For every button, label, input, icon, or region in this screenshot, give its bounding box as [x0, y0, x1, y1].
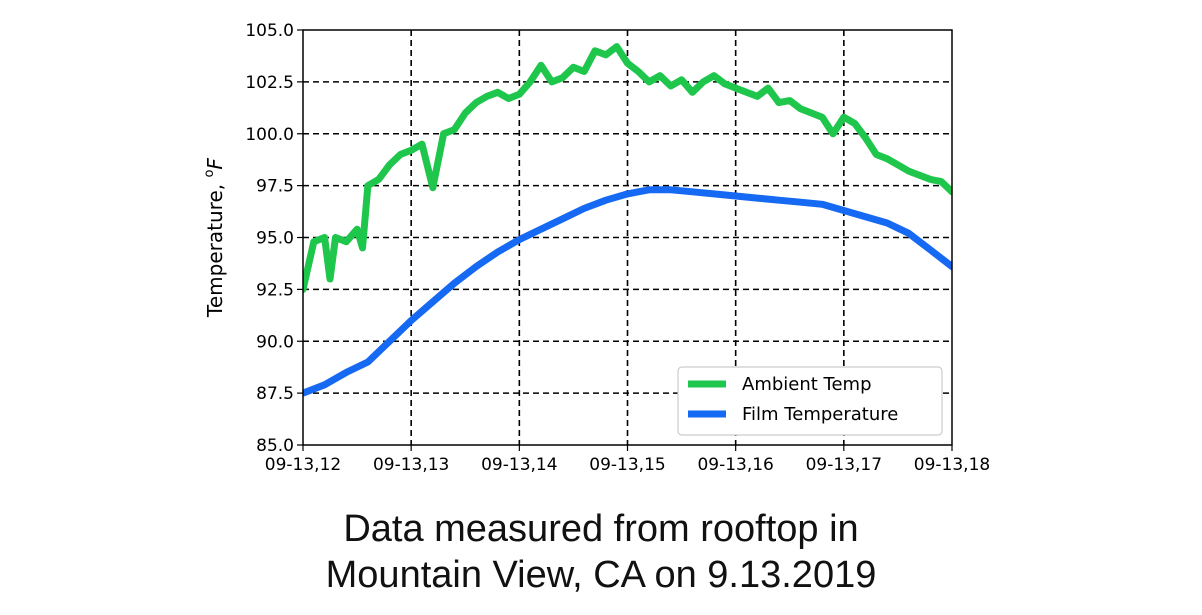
y-tick-label: 102.5 [245, 73, 294, 93]
legend-label: Ambient Temp [742, 374, 872, 395]
series-line-ambient [303, 43, 952, 293]
legend-box [677, 366, 943, 436]
x-tick-label: 09-13,13 [373, 455, 449, 475]
y-tick-label: 85.0 [256, 436, 294, 456]
x-tick-label: 09-13,18 [914, 455, 990, 475]
y-tick-label: 97.5 [256, 177, 294, 197]
legend-label: Film Temperature [742, 404, 898, 425]
y-axis-label: Temperature, oF [202, 158, 227, 318]
series-layer [303, 43, 952, 397]
y-tick-label: 105.0 [245, 21, 294, 41]
y-tick-label: 87.5 [256, 384, 294, 404]
x-axis-ticks: 09-13,12 09-13,13 09-13,14 09-13,15 09-13,16… [265, 445, 990, 475]
temperature-chart: 09-13,12 09-13,13 09-13,14 09-13,15 09-13,16… [202, 21, 990, 475]
x-tick-label: 09-13,12 [265, 455, 341, 475]
x-tick-label: 09-13,14 [481, 455, 557, 475]
y-tick-label: 90.0 [256, 332, 294, 352]
y-tick-label: 92.5 [256, 280, 294, 300]
x-tick-label: 09-13,16 [697, 455, 773, 475]
legend: Ambient Temp Film Temperature [677, 366, 943, 436]
series-line-film [303, 186, 952, 397]
y-tick-label: 95.0 [256, 229, 294, 249]
x-tick-label: 09-13,15 [589, 455, 665, 475]
caption-line-1: Data measured from rooftop in [343, 508, 859, 550]
y-tick-label: 100.0 [245, 125, 294, 145]
caption-line-2: Mountain View, CA on 9.13.2019 [325, 554, 877, 596]
x-tick-label: 09-13,17 [806, 455, 882, 475]
y-axis-ticks: 85.0 87.5 90.0 92.5 95.0 97.5 100.0 102.5 105.0 [245, 21, 303, 456]
